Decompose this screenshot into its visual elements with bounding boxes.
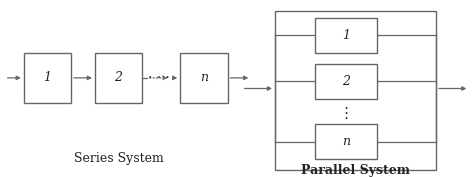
Text: Parallel System: Parallel System xyxy=(301,164,410,177)
Text: n: n xyxy=(200,71,208,84)
FancyBboxPatch shape xyxy=(95,53,142,103)
FancyBboxPatch shape xyxy=(315,124,377,159)
Text: ⋮: ⋮ xyxy=(338,106,354,121)
Text: 1: 1 xyxy=(44,71,51,84)
FancyBboxPatch shape xyxy=(180,53,228,103)
Text: · · ·: · · · xyxy=(148,71,170,85)
FancyBboxPatch shape xyxy=(315,18,377,53)
Text: 2: 2 xyxy=(342,75,350,88)
Text: 2: 2 xyxy=(115,71,122,84)
Text: Series System: Series System xyxy=(73,152,164,165)
FancyBboxPatch shape xyxy=(315,64,377,99)
FancyBboxPatch shape xyxy=(24,53,71,103)
Text: 1: 1 xyxy=(342,29,350,42)
FancyBboxPatch shape xyxy=(275,11,436,170)
Text: n: n xyxy=(342,135,350,148)
